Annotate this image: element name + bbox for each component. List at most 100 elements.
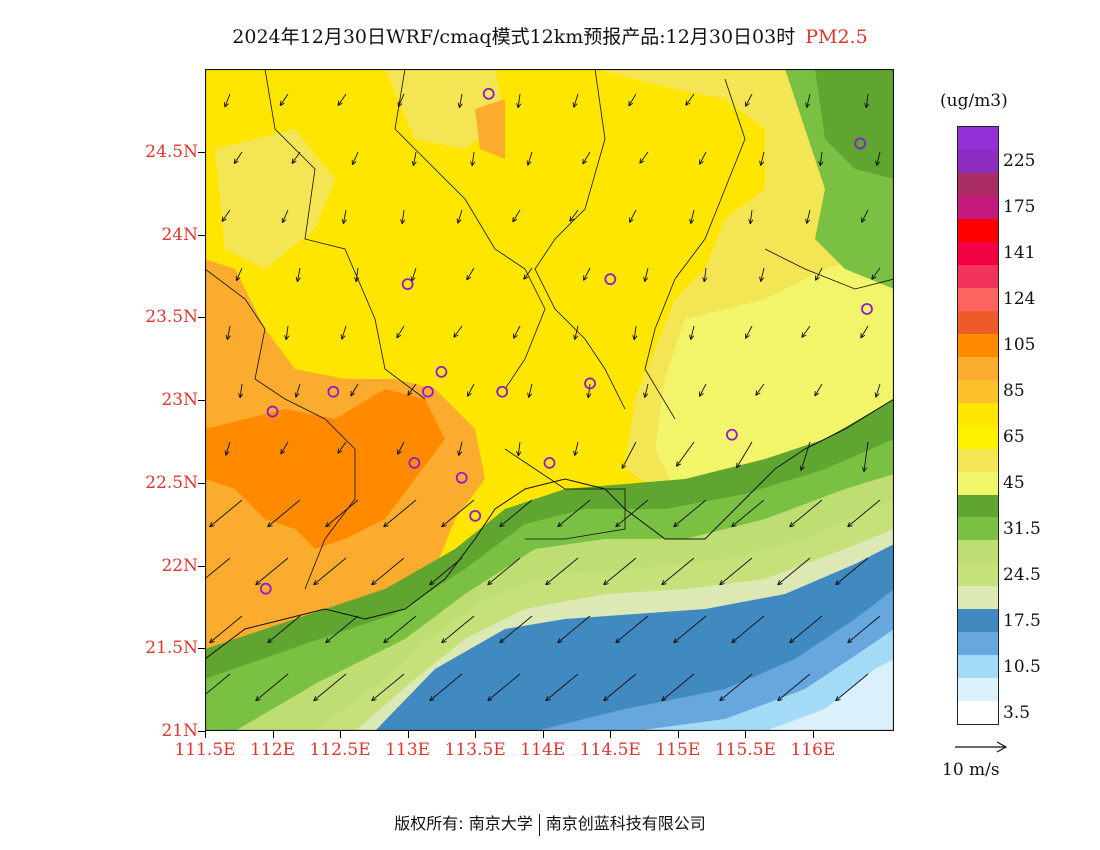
wind-arrow bbox=[255, 673, 289, 702]
wind-arrow bbox=[759, 267, 765, 282]
colorbar-swatch bbox=[958, 448, 998, 472]
lat-tick-label: 24.5N bbox=[145, 141, 198, 162]
lon-tick bbox=[610, 731, 612, 738]
wind-vectors bbox=[205, 93, 881, 702]
wind-arrow bbox=[736, 441, 753, 469]
wind-arrow bbox=[875, 151, 881, 166]
wind-arrow bbox=[675, 441, 695, 467]
colorbar-swatch bbox=[958, 127, 998, 150]
colorbar-swatch bbox=[958, 609, 998, 633]
wind-arrow bbox=[583, 267, 591, 281]
colorbar-swatch bbox=[958, 540, 998, 564]
wind-arrow bbox=[799, 441, 811, 471]
colorbar-swatch bbox=[958, 241, 998, 265]
wind-arrow bbox=[801, 325, 811, 338]
wind-arrow bbox=[748, 209, 754, 225]
colorbar-swatch bbox=[958, 632, 998, 656]
lon-tick-label: 112.5E bbox=[309, 740, 371, 760]
lat-tick bbox=[198, 151, 205, 153]
station-marker bbox=[543, 456, 556, 469]
wind-arrow bbox=[238, 383, 244, 399]
copyright-footer: 版权所有: 南京大学 南京创蓝科技有限公司 bbox=[0, 810, 1100, 836]
wind-arrow bbox=[429, 673, 463, 702]
colorbar bbox=[957, 126, 999, 725]
wind-arrow bbox=[280, 441, 289, 455]
wind-arrow bbox=[267, 499, 301, 528]
wind-arrow bbox=[685, 93, 695, 106]
admin-border-6 bbox=[764, 248, 894, 290]
field-band-3-5 bbox=[765, 659, 894, 731]
admin-border-7 bbox=[504, 448, 626, 540]
wind-arrow bbox=[407, 383, 417, 396]
coastline bbox=[205, 398, 894, 660]
wind-arrow bbox=[755, 383, 765, 396]
colorbar-swatch bbox=[958, 678, 998, 702]
station-marker bbox=[604, 273, 617, 286]
legend-title: (ug/m3) bbox=[940, 91, 1008, 111]
footer-separator bbox=[538, 813, 540, 836]
field-band-105 bbox=[205, 389, 445, 549]
wind-arrow bbox=[874, 383, 881, 398]
wind-arrow bbox=[294, 383, 301, 398]
station-marker bbox=[584, 377, 596, 390]
wind-arrow bbox=[354, 267, 360, 283]
wind-arrow bbox=[313, 673, 347, 702]
wind-arrow bbox=[745, 325, 753, 339]
wind-arrow bbox=[337, 93, 347, 106]
lon-tick bbox=[542, 731, 544, 738]
colorbar-swatch bbox=[958, 655, 998, 679]
lon-tick bbox=[407, 731, 409, 738]
wind-arrow bbox=[818, 151, 824, 167]
map-title: 2024年12月30日WRF/cmaq模式12km预报产品:12月30日03时 P… bbox=[0, 22, 1100, 49]
colorbar-swatch bbox=[958, 425, 998, 449]
lat-tick bbox=[198, 400, 205, 401]
colorbar-swatch bbox=[958, 149, 998, 173]
wind-arrow bbox=[731, 499, 765, 528]
wind-arrow bbox=[205, 673, 231, 696]
lon-tick bbox=[745, 731, 747, 738]
wind-arrow bbox=[499, 499, 533, 528]
plot-frame bbox=[205, 69, 894, 731]
wind-arrow bbox=[235, 267, 243, 282]
wind-arrow bbox=[689, 209, 695, 224]
wind-arrow bbox=[557, 499, 591, 528]
title-text: 2024年12月30日WRF/cmaq模式12km预报产品:12月30日03时 bbox=[232, 26, 796, 48]
wind-arrow bbox=[516, 441, 522, 457]
wind-reference-label: 10 m/s bbox=[942, 760, 1000, 780]
wind-arrow bbox=[673, 615, 707, 644]
lat-tick bbox=[198, 234, 205, 236]
lon-tick-label: 113E bbox=[385, 740, 431, 760]
admin-border-4 bbox=[644, 78, 746, 420]
wind-arrow bbox=[205, 557, 231, 580]
station-marker bbox=[725, 428, 738, 441]
lon-tick bbox=[340, 731, 342, 738]
wind-arrow bbox=[789, 615, 823, 644]
lon-tick-label: 111.5E bbox=[174, 740, 236, 760]
wind-arrow bbox=[371, 557, 405, 586]
field-band-24-5-ne bbox=[815, 69, 894, 179]
lon-tick-label: 115E bbox=[655, 740, 701, 760]
colorbar-swatch bbox=[958, 471, 998, 495]
colorbar-label: 45 bbox=[1003, 472, 1025, 493]
wind-arrow bbox=[284, 325, 290, 341]
wind-arrow bbox=[523, 267, 533, 280]
wind-arrow bbox=[847, 615, 881, 644]
wind-arrow bbox=[411, 151, 417, 167]
field-band-85-patch bbox=[475, 99, 505, 159]
station-marker bbox=[469, 509, 482, 522]
wind-arrow bbox=[499, 615, 533, 644]
lon-tick-label: 114E bbox=[520, 740, 566, 760]
wind-arrow bbox=[643, 383, 649, 398]
wind-arrow bbox=[513, 325, 521, 339]
station-marker bbox=[455, 471, 468, 484]
wind-arrow bbox=[512, 209, 521, 223]
wind-arrow bbox=[861, 209, 869, 223]
wind-arrow bbox=[527, 383, 533, 398]
wind-arrow bbox=[719, 673, 753, 702]
lon-tick bbox=[812, 731, 814, 738]
colorbar-label: 141 bbox=[1003, 243, 1036, 264]
wind-arrow bbox=[340, 325, 347, 340]
colorbar-swatch bbox=[958, 172, 998, 196]
wind-arrow bbox=[325, 615, 359, 644]
colorbar-label: 3.5 bbox=[1003, 702, 1031, 723]
